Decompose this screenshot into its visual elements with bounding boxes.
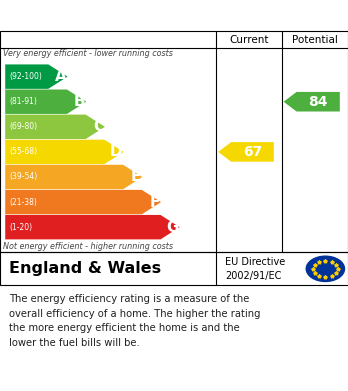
Text: Very energy efficient - lower running costs: Very energy efficient - lower running co…	[3, 49, 173, 58]
Polygon shape	[5, 90, 86, 114]
Polygon shape	[5, 65, 68, 89]
Text: (92-100): (92-100)	[9, 72, 42, 81]
Text: (39-54): (39-54)	[9, 172, 38, 181]
Text: (55-68): (55-68)	[9, 147, 38, 156]
Text: (21-38): (21-38)	[9, 197, 37, 206]
Text: (1-20): (1-20)	[9, 222, 32, 232]
Text: Current: Current	[229, 34, 269, 45]
Text: Not energy efficient - higher running costs: Not energy efficient - higher running co…	[3, 242, 174, 251]
Text: Potential: Potential	[292, 34, 338, 45]
Text: C: C	[93, 119, 104, 135]
Text: F: F	[150, 195, 160, 210]
Text: Energy Efficiency Rating: Energy Efficiency Rating	[9, 8, 219, 23]
Text: England & Wales: England & Wales	[9, 261, 161, 276]
Text: G: G	[166, 220, 179, 235]
Polygon shape	[5, 115, 105, 139]
Text: B: B	[74, 94, 85, 109]
Text: (81-91): (81-91)	[9, 97, 37, 106]
Polygon shape	[218, 142, 274, 162]
Text: The energy efficiency rating is a measure of the
overall efficiency of a home. T: The energy efficiency rating is a measur…	[9, 294, 260, 348]
Text: E: E	[131, 169, 141, 185]
Polygon shape	[5, 140, 124, 164]
Polygon shape	[5, 165, 142, 189]
Polygon shape	[5, 215, 180, 239]
Polygon shape	[5, 190, 161, 214]
Text: 67: 67	[243, 145, 262, 159]
Text: (69-80): (69-80)	[9, 122, 38, 131]
Text: EU Directive
2002/91/EC: EU Directive 2002/91/EC	[225, 257, 285, 281]
Ellipse shape	[306, 256, 345, 282]
Text: D: D	[110, 144, 123, 160]
Polygon shape	[284, 92, 340, 111]
Text: 84: 84	[308, 95, 328, 109]
Text: A: A	[55, 69, 66, 84]
